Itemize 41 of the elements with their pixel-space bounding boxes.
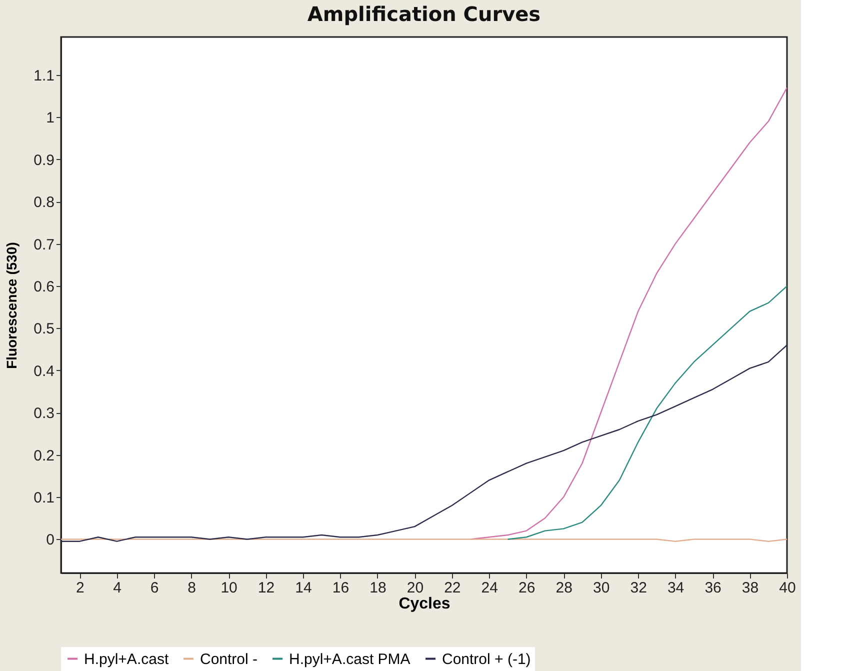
legend-label: Control + (-1) <box>442 650 531 668</box>
chart-title: Amplification Curves <box>307 2 541 26</box>
x-tick-label: 2 <box>76 580 84 596</box>
y-tick-label: 0.4 <box>34 362 54 380</box>
x-tick-label: 36 <box>704 580 722 596</box>
line-series <box>61 344 787 542</box>
x-tick-label: 32 <box>630 580 647 596</box>
y-tick-label: 0.5 <box>34 320 54 338</box>
y-tick-label: 0.9 <box>34 152 54 169</box>
x-tick-label: 38 <box>742 580 759 596</box>
x-tick-label: 14 <box>295 580 312 596</box>
x-tick-label: 28 <box>556 580 572 596</box>
x-tick-label: 26 <box>518 580 536 596</box>
y-tick-label: 1 <box>46 110 54 127</box>
y-tick-label: 0.6 <box>34 278 54 296</box>
legend-label: H.pyl+A.cast PMA <box>289 650 410 668</box>
y-tick-label: 0.3 <box>34 405 54 422</box>
x-tick-label: 18 <box>370 580 386 596</box>
x-tick-label: 24 <box>481 580 498 596</box>
y-tick-label: 0 <box>46 532 54 549</box>
y-tick-label: 0.1 <box>34 490 54 507</box>
y-tick-label: 1.1 <box>34 67 54 84</box>
x-tick-label: 12 <box>258 580 275 596</box>
x-tick-label: 16 <box>332 580 350 596</box>
x-tick-label: 40 <box>779 580 796 596</box>
x-tick-label: 30 <box>593 580 610 596</box>
x-tick-label: 20 <box>406 580 424 596</box>
x-axis-title: Cycles <box>398 596 450 612</box>
x-tick-label: 6 <box>150 580 159 596</box>
x-tick-label: 34 <box>667 580 684 596</box>
legend-label: Control - <box>200 650 258 668</box>
y-axis-title: Fluorescence (530) <box>4 242 20 369</box>
x-tick-label: 4 <box>113 580 122 596</box>
legend-label: H.pyl+A.cast <box>84 650 170 668</box>
x-tick-label: 22 <box>444 580 461 596</box>
line-series <box>507 285 787 540</box>
y-tick-label: 0.8 <box>34 194 54 212</box>
x-tick-label: 10 <box>220 580 238 596</box>
y-tick-label: 0.7 <box>34 236 54 254</box>
y-tick-label: 0.2 <box>34 447 54 464</box>
x-tick-label: 8 <box>188 580 196 596</box>
